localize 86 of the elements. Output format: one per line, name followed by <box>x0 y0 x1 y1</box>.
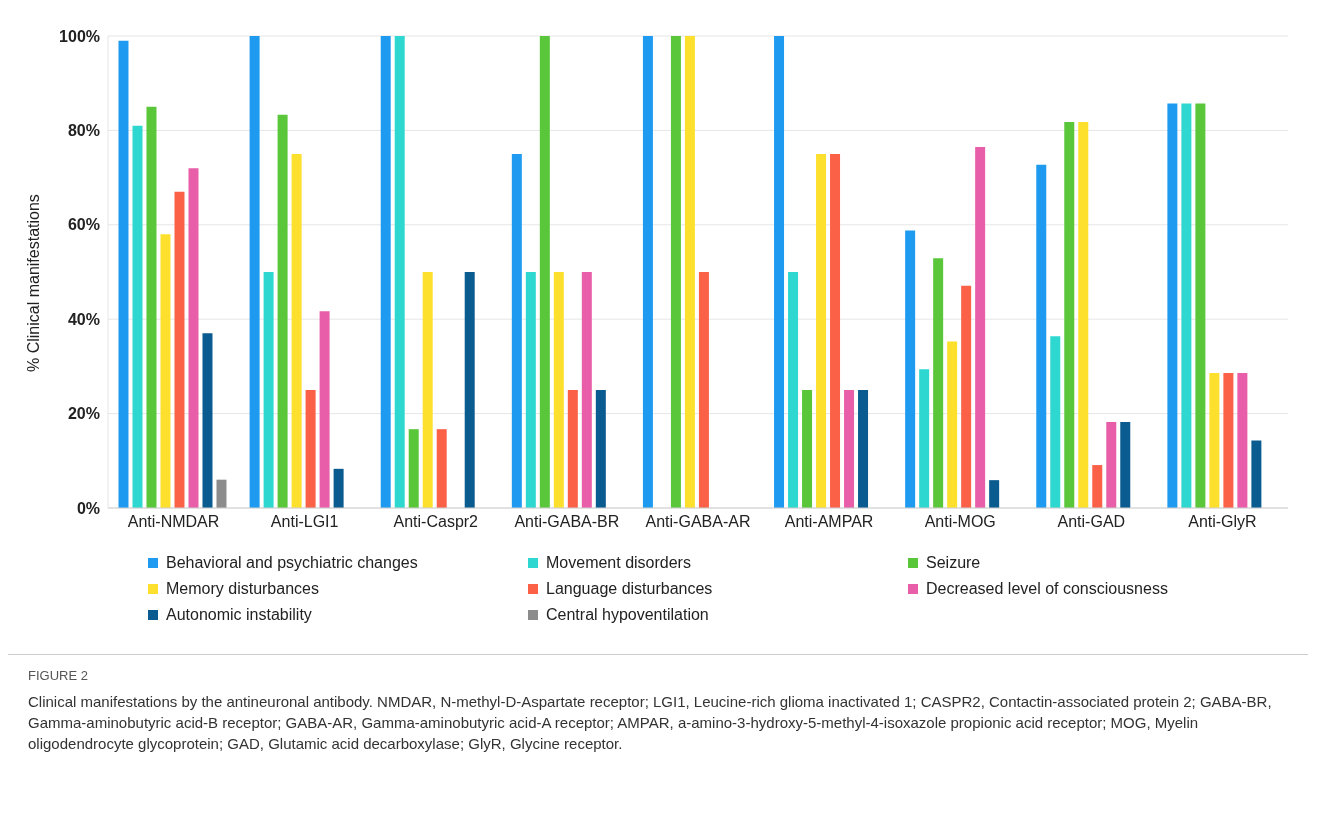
bar <box>933 258 944 508</box>
bar <box>394 36 405 508</box>
bar <box>436 429 447 508</box>
y-axis-title: % Clinical manifestations <box>24 194 42 372</box>
bar <box>1181 103 1192 508</box>
bar <box>291 154 302 508</box>
legend-label: Language disturbances <box>546 580 713 598</box>
bar <box>1195 103 1206 508</box>
bar <box>830 154 841 508</box>
legend-label: Movement disorders <box>546 554 691 572</box>
bar <box>1251 440 1262 508</box>
bar <box>1036 164 1047 508</box>
x-tick-label: Anti-GlyR <box>1188 513 1257 531</box>
bar <box>202 333 213 508</box>
x-tick-label: Anti-Caspr2 <box>393 513 479 531</box>
bar <box>581 272 592 508</box>
bar <box>249 36 260 508</box>
bar <box>553 272 564 508</box>
bar <box>1237 373 1248 508</box>
legend-label: Autonomic instability <box>166 606 312 624</box>
bar <box>975 146 986 508</box>
bar <box>844 390 855 508</box>
bar <box>319 311 330 508</box>
bar <box>1050 336 1061 508</box>
bar <box>989 480 1000 508</box>
x-tick-label: Anti-GABA-AR <box>645 513 751 531</box>
bar <box>1064 121 1075 508</box>
bar <box>961 285 972 508</box>
bar <box>408 429 419 508</box>
legend-label: Central hypoventilation <box>546 606 709 624</box>
y-tick-label: 80% <box>67 122 100 140</box>
bar <box>905 230 916 508</box>
x-tick-label: Anti-LGI1 <box>270 513 339 531</box>
bar <box>567 390 578 508</box>
legend-label: Behavioral and psychiatric changes <box>166 554 418 572</box>
bar <box>188 168 199 508</box>
bar <box>919 369 930 508</box>
bar <box>774 36 785 508</box>
bar <box>216 479 227 508</box>
bar <box>670 36 681 508</box>
bar <box>802 390 813 508</box>
x-tick-label: Anti-NMDAR <box>127 513 220 531</box>
legend-label: Decreased level of consciousness <box>926 580 1168 598</box>
bar <box>816 154 827 508</box>
bar <box>1167 103 1178 508</box>
bar <box>511 154 522 508</box>
bar <box>947 341 958 508</box>
bar <box>305 390 316 508</box>
bar <box>118 40 129 508</box>
bar <box>464 272 475 508</box>
bar <box>333 468 344 508</box>
bar <box>146 106 157 508</box>
bar <box>1120 422 1131 508</box>
bar <box>1106 422 1117 508</box>
bar <box>380 36 391 508</box>
bar <box>525 272 536 508</box>
y-tick-label: 40% <box>67 310 100 328</box>
bar <box>263 272 274 508</box>
bar <box>132 125 143 508</box>
x-tick-label: Anti-GABA-BR <box>514 513 620 531</box>
bar <box>422 272 433 508</box>
bar <box>1209 373 1220 508</box>
bar <box>1223 373 1234 508</box>
y-tick-label: 20% <box>67 405 100 423</box>
x-tick-label: Anti-AMPAR <box>784 513 874 531</box>
bar <box>858 390 869 508</box>
bar <box>174 191 185 508</box>
text: Clinical manifestations by the antineuronal antibody. NMDAR, N-methyl-D-Aspartate receptor; LGI1, Leucine-rich glioma inactivated 1; CASPR2, Contactin-associated protein 2; GABA-BR, Gamma-aminobutyric acid-B receptor; GABA-AR, Gamma-aminobutyric acid-A receptor; AMPAR, a-amino-3-hydroxy-5-methyl-4-isoxazole propionic acid receptor; MOG, Myelin oligodendrocyte glycoprotein; GAD, Glutamic acid decarboxylase; GlyR, Glycine receptor. <box>28 692 1273 755</box>
bar <box>698 272 709 508</box>
bar <box>642 36 653 508</box>
x-tick-label: Anti-MOG <box>924 513 996 531</box>
legend-label: Seizure <box>926 554 981 572</box>
y-tick-label: 100% <box>59 27 100 45</box>
y-tick-label: 0% <box>76 499 100 517</box>
caption: FIGURE 2 <box>28 667 89 685</box>
bar <box>1092 465 1103 508</box>
bar <box>788 272 799 508</box>
x-tick-label: Anti-GAD <box>1057 513 1126 531</box>
bar <box>277 114 288 508</box>
y-tick-label: 60% <box>67 216 100 234</box>
bar <box>160 234 171 508</box>
bar <box>539 36 550 508</box>
legend-label: Memory disturbances <box>166 580 319 598</box>
bar <box>684 36 695 508</box>
bar <box>595 390 606 508</box>
bar <box>1078 121 1089 508</box>
